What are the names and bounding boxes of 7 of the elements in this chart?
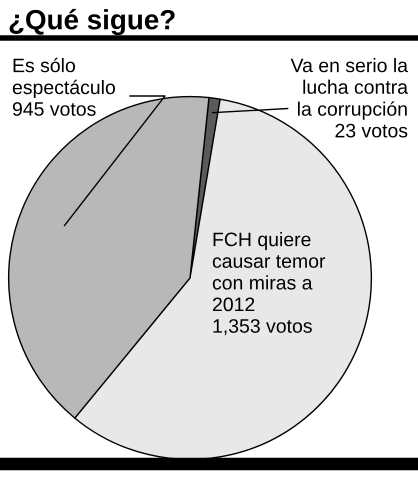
data-label: 1,353 votos bbox=[213, 319, 312, 336]
data-label: 945 votos bbox=[12, 102, 96, 116]
slice-label: Es sólo espectáculo bbox=[12, 58, 115, 98]
slice-label: Va en serio la lucha contra la corrupción bbox=[290, 58, 408, 120]
data-label: 23 votos bbox=[335, 124, 408, 138]
chart-title: ¿Qué sigue? bbox=[10, 8, 175, 36]
slice-label: FCH quiere causar temor con miras a 2012 bbox=[212, 232, 326, 312]
